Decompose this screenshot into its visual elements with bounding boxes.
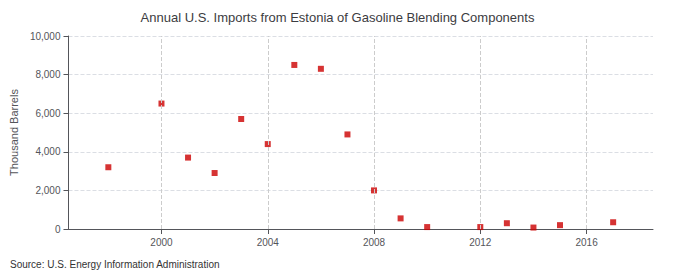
svg-text:2000: 2000: [150, 237, 173, 248]
svg-text:4,000: 4,000: [35, 146, 60, 157]
svg-text:Source: U.S. Energy Informatio: Source: U.S. Energy Information Administ…: [10, 259, 220, 270]
svg-text:Thousand Barrels: Thousand Barrels: [8, 89, 20, 176]
svg-text:2008: 2008: [363, 237, 386, 248]
svg-text:2012: 2012: [469, 237, 492, 248]
svg-text:10,000: 10,000: [30, 31, 61, 42]
svg-text:2004: 2004: [257, 237, 280, 248]
svg-text:0: 0: [55, 224, 61, 235]
svg-text:6,000: 6,000: [35, 108, 60, 119]
svg-text:2016: 2016: [575, 237, 598, 248]
svg-text:Annual U.S. Imports from Eston: Annual U.S. Imports from Estonia of Gaso…: [141, 10, 535, 25]
svg-text:2,000: 2,000: [35, 185, 60, 196]
svg-text:8,000: 8,000: [35, 69, 60, 80]
